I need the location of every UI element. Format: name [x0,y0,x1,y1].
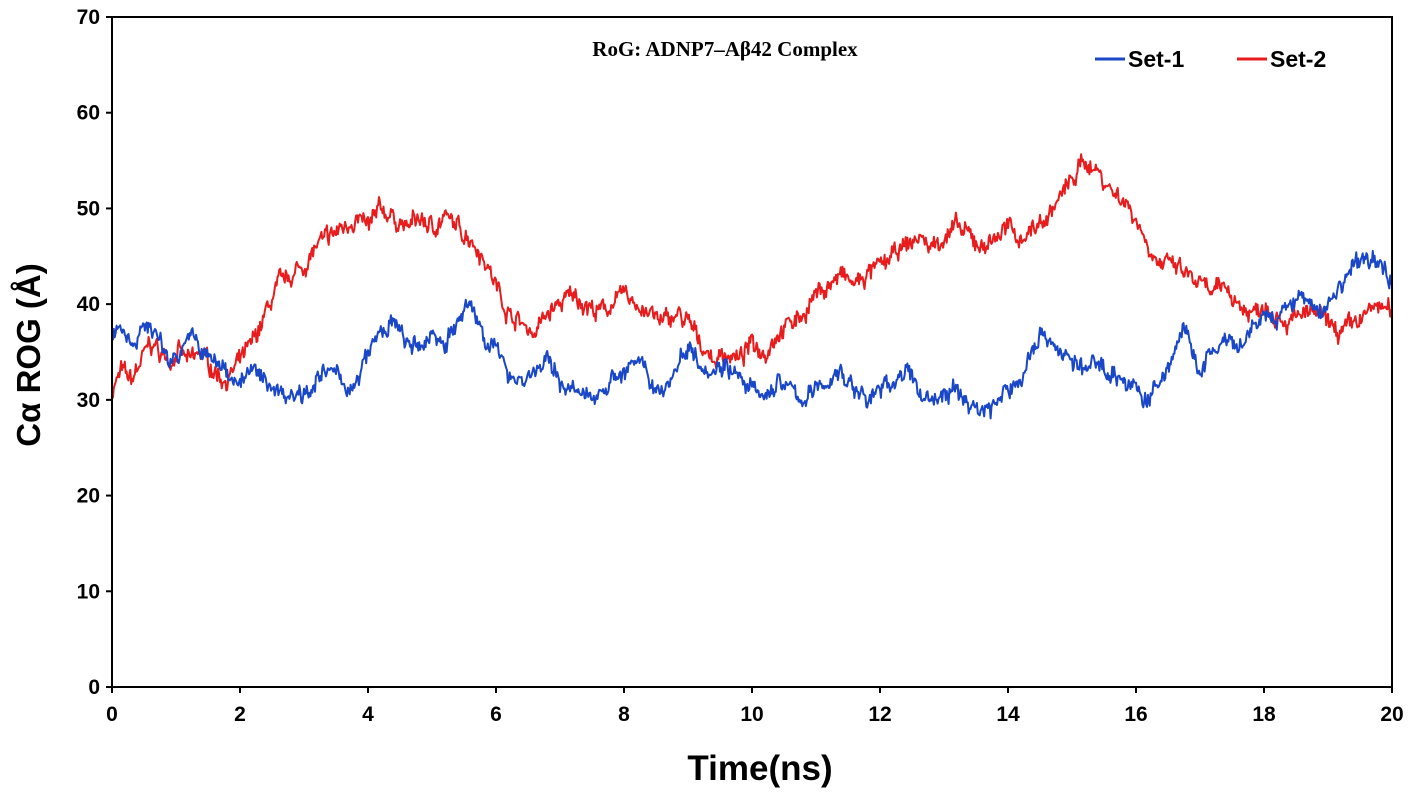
x-tick-label: 8 [618,703,630,726]
y-tick-label: 40 [77,293,100,316]
legend-label-set-2: Set-2 [1270,46,1326,72]
x-tick-label: 12 [868,703,891,726]
y-tick-label: 50 [77,197,100,220]
x-tick-label: 10 [740,703,763,726]
y-tick-label: 0 [88,676,100,699]
x-tick-label: 4 [362,703,374,726]
x-axis-title: Time(ns) [687,749,832,788]
x-tick-label: 14 [996,703,1020,726]
y-tick-label: 70 [77,6,100,29]
x-tick-label: 6 [490,703,502,726]
x-tick-label: 0 [106,703,118,726]
y-tick-label: 10 [77,580,100,603]
x-tick-label: 20 [1380,703,1403,726]
y-tick-label: 60 [77,102,100,125]
y-tick-label: 20 [77,485,100,508]
x-tick-label: 2 [234,703,246,726]
y-axis-title: Cα ROG (Å) [10,263,47,446]
x-tick-label: 16 [1124,703,1147,726]
x-tick-label: 18 [1252,703,1276,726]
series-lines [111,153,1393,420]
series-line-set-2 [111,153,1393,399]
legend-label-set-1: Set-1 [1128,46,1184,72]
y-tick-label: 30 [77,389,100,412]
series-line-set-1 [111,249,1393,420]
legend: Set-1 Set-2 [1095,46,1326,72]
chart-title: RoG: ADNP7–Aβ42 Complex [592,37,858,61]
axis-ticks: 0 2 4 6 8 10 12 14 16 18 20 0 10 20 30 40 50 60 70 [77,6,1404,726]
